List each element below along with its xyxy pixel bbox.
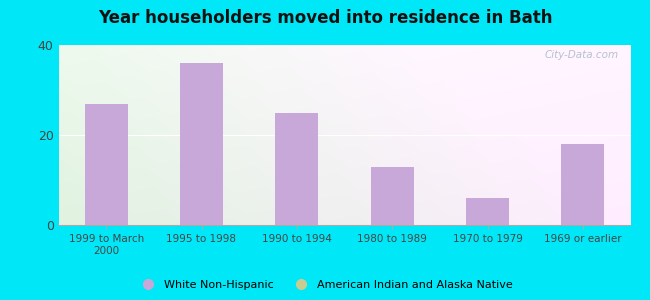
Text: City-Data.com: City-Data.com <box>545 50 619 60</box>
Bar <box>466 198 509 225</box>
Bar <box>84 103 127 225</box>
Bar <box>276 112 318 225</box>
Bar <box>370 167 413 225</box>
Legend: White Non-Hispanic, American Indian and Alaska Native: White Non-Hispanic, American Indian and … <box>133 276 517 294</box>
Bar <box>180 63 223 225</box>
Bar <box>276 214 318 225</box>
Text: Year householders moved into residence in Bath: Year householders moved into residence i… <box>98 9 552 27</box>
Bar <box>562 144 605 225</box>
